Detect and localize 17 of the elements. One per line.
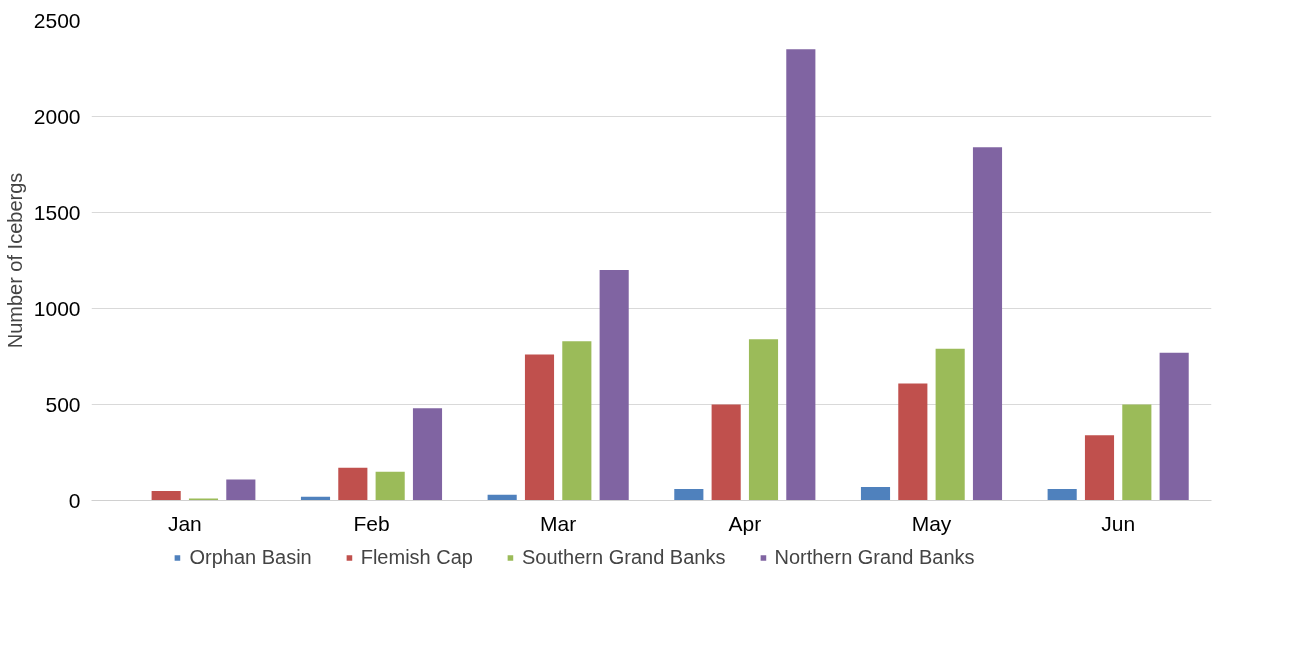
- x-tick-label: Jan: [167, 511, 202, 535]
- legend-label: Southern Grand Banks: [521, 545, 726, 569]
- legend-label: Northern Grand Banks: [774, 545, 975, 569]
- y-tick-label: 0: [68, 488, 81, 512]
- x-tick-label: May: [911, 511, 952, 535]
- y-tick-label: 500: [45, 392, 81, 416]
- x-tick-label: Apr: [728, 511, 762, 535]
- legend-label: Orphan Basin: [189, 545, 312, 569]
- y-tick-label: 2000: [33, 104, 81, 128]
- x-tick-label: Feb: [353, 511, 390, 535]
- x-tick-label: Jun: [1101, 511, 1136, 535]
- y-tick-label: 1000: [33, 296, 81, 320]
- y-tick-label: 1500: [33, 200, 81, 224]
- y-tick-label: 2500: [33, 8, 81, 32]
- legend-label: Flemish Cap: [360, 545, 473, 569]
- y-axis-title: Number of Icebergs: [3, 172, 26, 349]
- x-tick-label: Mar: [540, 511, 577, 535]
